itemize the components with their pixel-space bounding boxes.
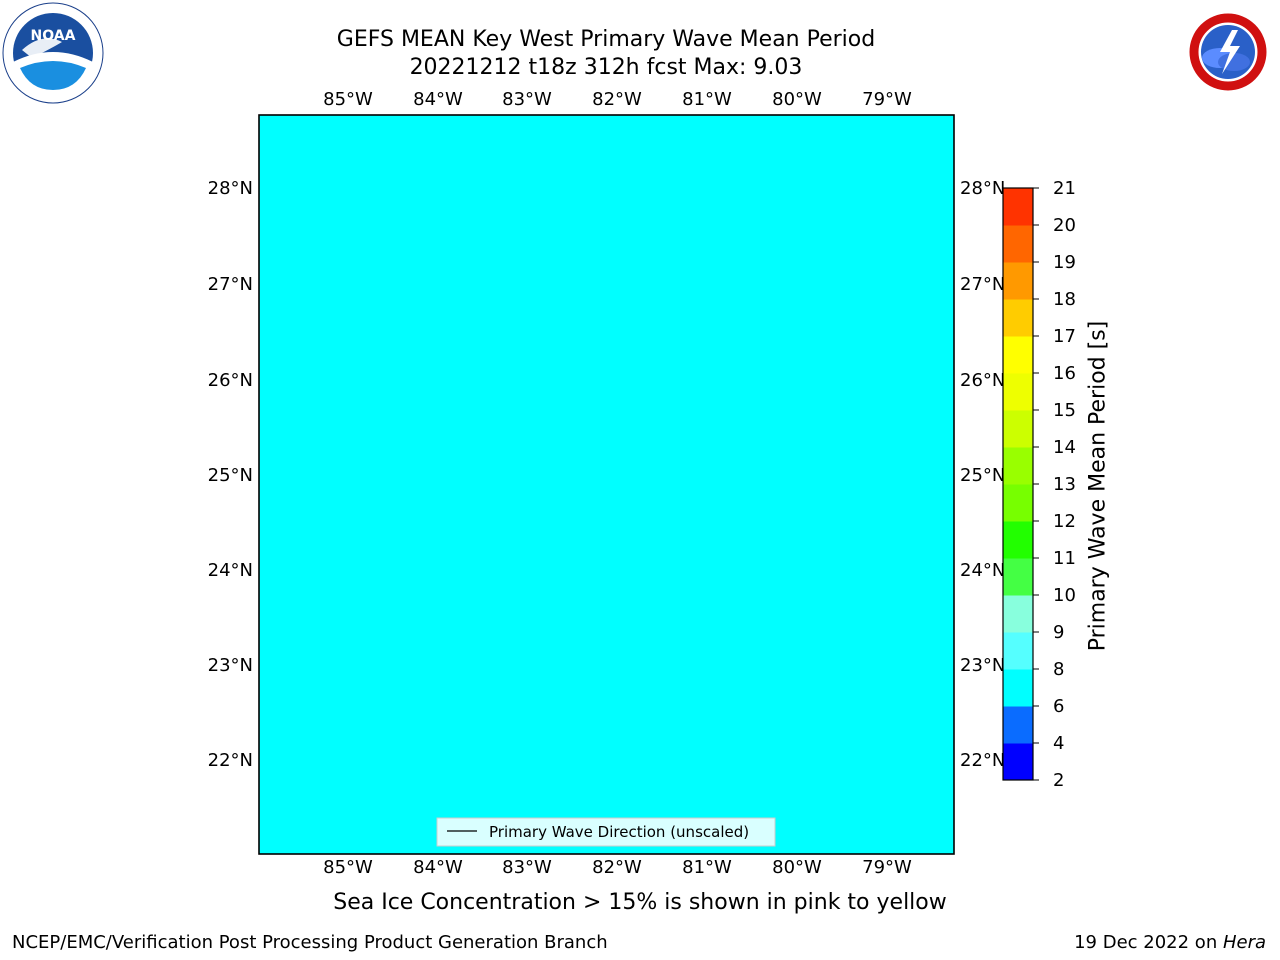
colorbar-tick-label: 8: [1053, 659, 1064, 680]
lon-tick-label-top: 79°W: [862, 89, 912, 110]
colorbar-tick-label: 16: [1053, 363, 1076, 384]
lat-tick-label-left: 28°N: [208, 178, 253, 199]
lon-tick-label-bottom: 80°W: [772, 857, 822, 878]
colorbar-segment: [1003, 336, 1033, 374]
colorbar-segment: [1003, 262, 1033, 300]
colorbar-segment: [1003, 225, 1033, 263]
lon-tick-label-bottom: 79°W: [862, 857, 912, 878]
colorbar-tick-label: 4: [1053, 733, 1064, 754]
lat-tick-label-left: 26°N: [208, 370, 253, 391]
colorbar-segment: [1003, 521, 1033, 559]
lat-tick-label-right: 26°N: [960, 370, 1005, 391]
branch-credit: NCEP/EMC/Verification Post Processing Pr…: [12, 932, 608, 953]
lat-tick-label-left: 25°N: [208, 465, 253, 486]
sea-ice-note: Sea Ice Concentration > 15% is shown in …: [333, 890, 947, 915]
lat-tick-label-right: 23°N: [960, 655, 1005, 676]
lat-tick-label-left: 24°N: [208, 560, 253, 581]
wave-arrowhead: [388, 109, 393, 114]
wave-arrowhead: [366, 109, 371, 114]
wave-arrowhead: [480, 109, 485, 114]
colorbar-segment: [1003, 484, 1033, 522]
legend-label: Primary Wave Direction (unscaled): [489, 823, 749, 841]
wave-arrowhead: [343, 109, 348, 114]
colorbar-segment: [1003, 706, 1033, 744]
lon-tick-label-bottom: 83°W: [502, 857, 552, 878]
colorbar-tick-label: 17: [1053, 326, 1076, 347]
colorbar-tick-label: 11: [1053, 548, 1076, 569]
colorbar-tick-label: 13: [1053, 474, 1076, 495]
legend-box: [436, 817, 776, 847]
colorbar-title: Primary Wave Mean Period [s]: [1085, 320, 1111, 652]
colorbar-segment: [1003, 669, 1033, 707]
lon-tick-label-top: 81°W: [682, 89, 732, 110]
noaa-logo: NOAA: [2, 2, 104, 104]
lon-tick-label-top: 82°W: [592, 89, 642, 110]
lon-tick-label-top: 80°W: [772, 89, 822, 110]
colorbar-tick-label: 9: [1053, 622, 1064, 643]
lat-tick-label-left: 27°N: [208, 274, 253, 295]
wave-arrowhead: [320, 110, 325, 115]
lat-tick-label-right: 22°N: [960, 750, 1005, 771]
lon-tick-label-bottom: 81°W: [682, 857, 732, 878]
lon-tick-label-bottom: 85°W: [323, 857, 373, 878]
chart-subtitle: 20221212 t18z 312h fcst Max: 9.03: [409, 55, 803, 80]
lat-tick-label-right: 27°N: [960, 274, 1005, 295]
lon-tick-label-top: 84°W: [413, 89, 463, 110]
colorbar-segment: [1003, 373, 1033, 411]
date-credit: 19 Dec 2022 on Hera: [1074, 932, 1266, 953]
colorbar-segment: [1003, 410, 1033, 448]
lat-tick-label-right: 28°N: [960, 178, 1005, 199]
lat-tick-label-left: 22°N: [208, 750, 253, 771]
wave-period-field: [259, 115, 954, 854]
colorbar-tick-label: 12: [1053, 511, 1076, 532]
wave-arrowhead: [411, 109, 416, 114]
colorbar-segment: [1003, 447, 1033, 485]
map-frame: [258, 114, 955, 855]
colorbar-tick-label: 20: [1053, 215, 1076, 236]
colorbar-segment: [1003, 299, 1033, 337]
colorbar-tick-label: 15: [1053, 400, 1076, 421]
noaa-logo-text: NOAA: [31, 28, 76, 44]
colorbar-tick-label: 21: [1053, 178, 1076, 199]
lat-tick-label-right: 25°N: [960, 465, 1005, 486]
lon-tick-label-top: 85°W: [323, 89, 373, 110]
colorbar-tick-label: 10: [1053, 585, 1076, 606]
colorbar-segment: [1003, 595, 1033, 633]
colorbar-tick-label: 6: [1053, 696, 1064, 717]
lon-tick-label-bottom: 82°W: [592, 857, 642, 878]
nws-logo: [1180, 4, 1276, 100]
colorbar-tick-label: 18: [1053, 289, 1076, 310]
lon-tick-label-top: 83°W: [502, 89, 552, 110]
colorbar-tick-label: 19: [1053, 252, 1076, 273]
colorbar-segment: [1003, 743, 1033, 781]
chart-title: GEFS MEAN Key West Primary Wave Mean Per…: [336, 27, 876, 52]
lat-tick-label-right: 24°N: [960, 560, 1005, 581]
colorbar-tick-label: 2: [1053, 770, 1064, 791]
colorbar-tick-label: 14: [1053, 437, 1076, 458]
colorbar-segment: [1003, 188, 1033, 226]
colorbar-segment: [1003, 632, 1033, 670]
colorbar-segment: [1003, 558, 1033, 596]
lon-tick-label-bottom: 84°W: [413, 857, 463, 878]
date-text: 19 Dec 2022 on: [1074, 932, 1223, 953]
lat-tick-label-left: 23°N: [208, 655, 253, 676]
machine-name: Hera: [1222, 932, 1266, 953]
